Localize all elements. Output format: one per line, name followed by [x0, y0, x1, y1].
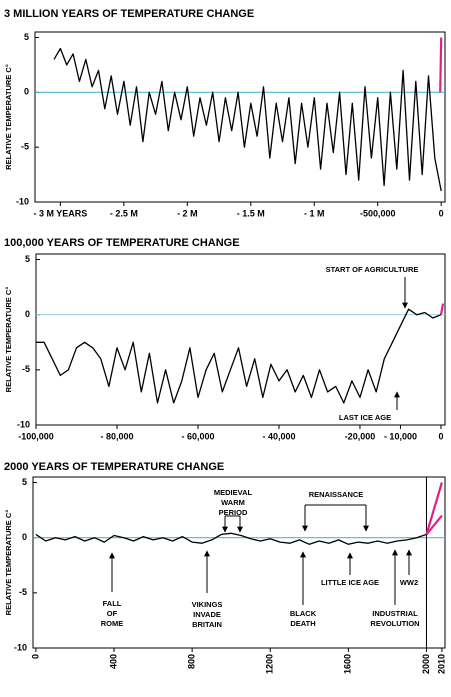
plot-frame: [35, 253, 446, 426]
y-tick-label: -5: [22, 364, 30, 374]
x-tick-label: - 80,000: [100, 431, 133, 441]
x-tick-label: - 10,000: [384, 431, 417, 441]
y-tick-label: 0: [22, 532, 27, 542]
annotation: VIKINGS: [192, 600, 223, 609]
plot-frame: [34, 31, 446, 203]
x-tick-label: - 2.5 M: [110, 208, 138, 218]
x-tick-label: -100,000: [18, 431, 54, 441]
y-tick-label: 0: [25, 309, 30, 319]
annotation: REVOLUTION: [370, 619, 419, 628]
x-tick-label: - 3 M YEARS: [33, 208, 87, 218]
data-line: [53, 47, 442, 192]
chart-title: 100,000 YEARS OF TEMPERATURE CHANGE: [4, 237, 240, 249]
annotation: DEATH: [290, 619, 315, 628]
x-tick-label: - 2 M: [177, 208, 198, 218]
y-tick-label: -10: [16, 196, 29, 206]
data-line: [439, 37, 443, 93]
data-line: [36, 308, 442, 404]
annotation: LAST ICE AGE: [339, 413, 391, 422]
x-tick-label: 1600: [343, 654, 353, 674]
chart-title: 3 MILLION YEARS OF TEMPERATURE CHANGE: [4, 8, 254, 20]
annotation: INDUSTRIAL: [372, 609, 418, 618]
data-line: [425, 514, 443, 536]
data-line: [425, 482, 443, 535]
x-tick-label: 2000: [421, 654, 431, 674]
y-tick-label: -10: [14, 642, 27, 652]
y-tick-label: -10: [17, 419, 30, 429]
annotation: WARM: [221, 498, 245, 507]
y-tick-label: -5: [21, 142, 29, 152]
y-axis-label: RELATIVE TEMPERATURE C°: [4, 510, 13, 616]
data-line: [439, 303, 445, 315]
y-tick-label: 5: [25, 254, 30, 264]
x-tick-label: 0: [439, 208, 444, 218]
y-tick-label: 0: [24, 87, 29, 97]
annotation: OF: [107, 609, 118, 618]
y-axis-label: RELATIVE TEMPERATURE C°: [4, 64, 13, 170]
x-tick-label: - 40,000: [262, 431, 295, 441]
annotation: MEDIEVAL: [214, 488, 253, 497]
x-tick-label: -500,000: [360, 208, 396, 218]
annotation: BLACK: [290, 609, 317, 618]
annotation: ROME: [101, 619, 124, 628]
data-line: [35, 532, 427, 545]
x-tick-label: - 60,000: [181, 431, 214, 441]
y-tick-label: -5: [19, 587, 27, 597]
x-tick-label: 1200: [265, 654, 275, 674]
y-tick-label: 5: [22, 477, 27, 487]
plot-frame: [32, 476, 446, 649]
annotation: WW2: [400, 578, 418, 587]
x-tick-label: - 1.5 M: [237, 208, 265, 218]
annotation: RENAISSANCE: [309, 490, 364, 499]
annotation: PERIOD: [219, 508, 248, 517]
x-tick-label: - 1 M: [304, 208, 325, 218]
y-axis-label: RELATIVE TEMPERATURE C°: [4, 287, 13, 393]
annotation: INVADE: [193, 610, 221, 619]
annotation: BRITAIN: [192, 620, 222, 629]
x-tick-label: -20,000: [345, 431, 376, 441]
y-tick-label: 5: [24, 32, 29, 42]
annotation: START OF AGRICULTURE: [326, 265, 419, 274]
annotation: LITTLE ICE AGE: [321, 578, 379, 587]
x-tick-label: 0: [30, 654, 40, 659]
chart-title: 2000 YEARS OF TEMPERATURE CHANGE: [4, 461, 224, 473]
x-tick-label: 0: [438, 431, 443, 441]
x-tick-label: 800: [187, 654, 197, 669]
x-tick-label: 2010: [436, 654, 446, 674]
x-tick-label: 400: [108, 654, 118, 669]
annotation: FALL: [103, 599, 122, 608]
